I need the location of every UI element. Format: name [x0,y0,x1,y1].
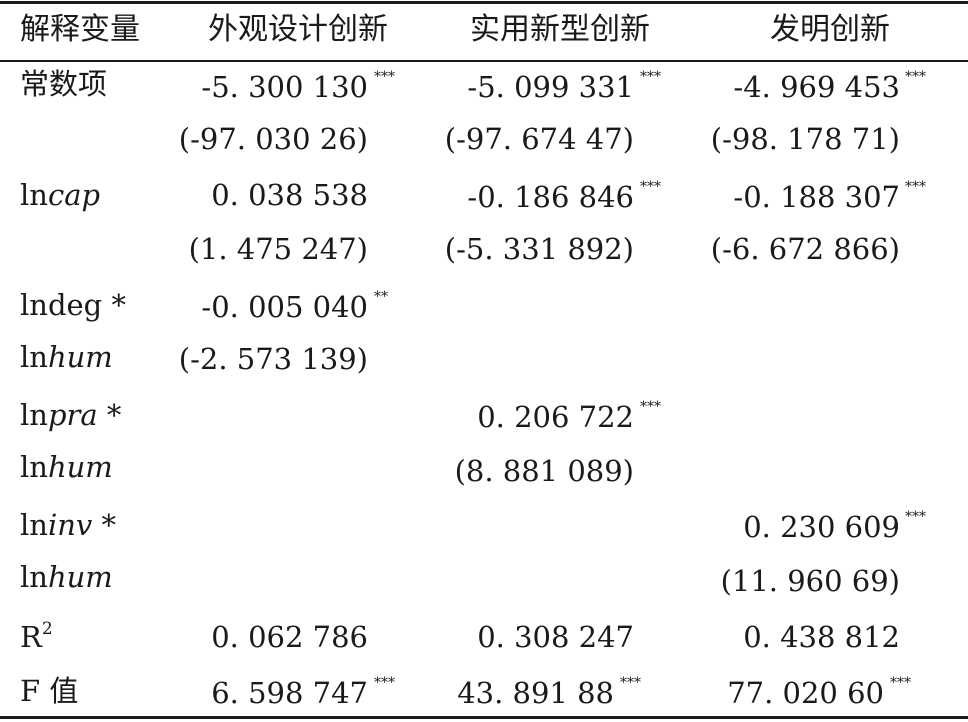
r2-invention: 0. 438 812 [743,620,900,654]
sig-f-invention: *** [890,675,911,691]
f-design: 6. 598 747 [211,676,368,710]
sig-f-utility: *** [620,675,641,691]
coef-lndeg-design: -0. 005 040 [201,290,368,324]
row-label-lndeg: lndeg * [20,288,126,322]
sig-lncap-utility: *** [640,179,661,195]
header-utility-innovation: 实用新型创新 [470,12,650,47]
coef-const-design: -5. 300 130 [201,70,368,104]
sig-const-utility: *** [640,69,661,85]
tstat-lnpra-utility: (8. 881 089) [454,454,634,488]
coef-const-invention: -4. 969 453 [733,70,900,104]
tstat-lndeg-design: (-2. 573 139) [178,342,368,376]
coef-lncap-invention: -0. 188 307 [733,180,900,214]
sig-const-invention: *** [905,69,926,85]
coef-lncap-utility: -0. 186 846 [467,180,634,214]
sig-f-design: *** [374,675,395,691]
tstat-lninv-invention: (11. 960 69) [720,564,900,598]
bottom-rule [0,716,968,719]
row-label-lndeg-lnhum: lnhum [20,340,113,374]
coef-lnpra-utility: 0. 206 722 [477,400,634,434]
top-rule [0,1,968,4]
coef-lninv-invention: 0. 230 609 [743,510,900,544]
sig-lnpra-utility: *** [640,399,661,415]
sig-lninv-invention: *** [905,509,926,525]
tstat-lncap-invention: (-6. 672 866) [710,232,900,266]
row-label-f-value: F 值 [20,674,79,708]
sig-const-design: *** [374,69,395,85]
f-invention: 77. 020 60 [727,676,884,710]
tstat-const-invention: (-98. 178 71) [710,122,900,156]
tstat-lncap-design: (1. 475 247) [188,232,368,266]
tstat-const-utility: (-97. 674 47) [444,122,634,156]
header-variable: 解释变量 [20,12,140,47]
header-invention-innovation: 发明创新 [770,12,890,47]
row-label-lninv-lnhum: lnhum [20,560,113,594]
row-label-lnpra-lnhum: lnhum [20,450,113,484]
header-rule [0,60,968,62]
coef-const-utility: -5. 099 331 [467,70,634,104]
sig-lncap-invention: *** [905,179,926,195]
sig-lndeg-design: ** [374,289,388,305]
row-label-lnpra: lnpra * [20,398,122,432]
row-label-lninv: lninv * [20,508,117,542]
tstat-lncap-utility: (-5. 331 892) [444,232,634,266]
tstat-const-design: (-97. 030 26) [178,122,368,156]
f-utility: 43. 891 88 [457,676,614,710]
coef-lncap-design: 0. 038 538 [211,178,368,212]
row-label-lncap: lncap [20,178,101,212]
r2-design: 0. 062 786 [211,620,368,654]
header-design-innovation: 外观设计创新 [208,12,388,47]
row-label-r-squared: R2 [20,619,53,654]
r2-utility: 0. 308 247 [477,620,634,654]
row-label-constant: 常数项 [20,67,108,101]
